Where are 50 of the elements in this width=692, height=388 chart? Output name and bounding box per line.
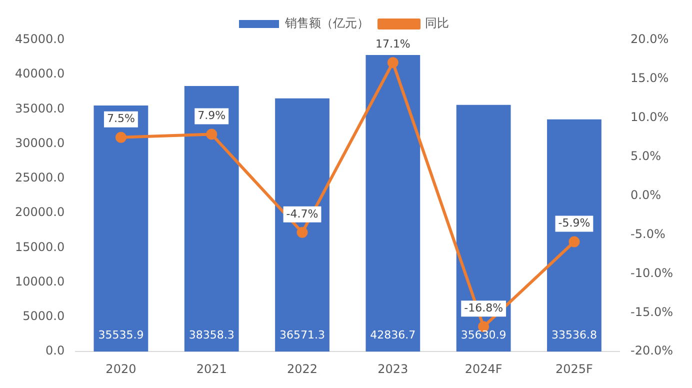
y-tick-label: 45000.0 — [15, 32, 65, 46]
point — [387, 57, 398, 68]
y-tick-label: 30000.0 — [15, 136, 65, 150]
y2-tick-label: 0.0% — [630, 188, 662, 202]
data-label: 35630.9 — [460, 328, 506, 342]
point — [296, 226, 308, 238]
bar — [366, 54, 420, 352]
legend-label: 销售额（亿元） — [284, 16, 369, 30]
bar — [94, 106, 148, 352]
data-label: 17.1% — [375, 37, 410, 50]
y-tick-label: 40000.0 — [15, 66, 65, 81]
point — [568, 236, 580, 248]
x-tick-label: 2021 — [196, 362, 227, 376]
bar — [184, 86, 239, 352]
y-tick-label: 25000.0 — [15, 170, 65, 185]
x-tick-label: 2022 — [286, 362, 318, 376]
data-label: -4.7% — [286, 207, 318, 220]
y2-tick-label: 5.0% — [630, 148, 662, 163]
y-tick-label: 20000.0 — [15, 205, 65, 220]
data-label: 33536.8 — [551, 328, 597, 342]
y2-tick-label: 15.0% — [630, 71, 669, 86]
bar — [275, 98, 330, 352]
data-label: -5.9% — [558, 216, 590, 230]
y2-tick-label: -15.0% — [630, 304, 673, 319]
y-tick-label: 5000.0 — [22, 309, 65, 324]
y-tick-label: 15000.0 — [15, 240, 65, 254]
x-tick-label: 2025F — [555, 362, 594, 376]
y-tick-label: 0.0 — [46, 344, 65, 358]
data-label: 7.9% — [198, 109, 226, 122]
bar — [547, 119, 602, 352]
data-label: 38358.3 — [188, 328, 234, 342]
data-label: 42836.7 — [370, 328, 416, 342]
point — [206, 128, 218, 140]
y2-tick-label: 20.0% — [630, 32, 669, 46]
data-label: -16.8% — [464, 302, 504, 315]
y2-tick-label: -10.0% — [630, 266, 673, 280]
y2-tick-label: 10.0% — [630, 110, 669, 124]
data-label: 35535.9 — [98, 328, 144, 342]
bar — [456, 104, 511, 352]
x-tick-label: 2023 — [378, 362, 408, 376]
x-tick-label: 2020 — [106, 362, 136, 376]
y-tick-label: 35000.0 — [15, 101, 65, 116]
data-label: 36571.3 — [280, 328, 326, 342]
y-tick-label: 10000.0 — [15, 274, 65, 288]
point — [115, 132, 126, 143]
y2-tick-label: -5.0% — [630, 226, 666, 241]
x-tick-label: 2024F — [464, 362, 502, 376]
y2-tick-label: -20.0% — [630, 344, 673, 358]
legend-label: 同比 — [425, 16, 449, 30]
data-label: 7.5% — [106, 112, 135, 126]
